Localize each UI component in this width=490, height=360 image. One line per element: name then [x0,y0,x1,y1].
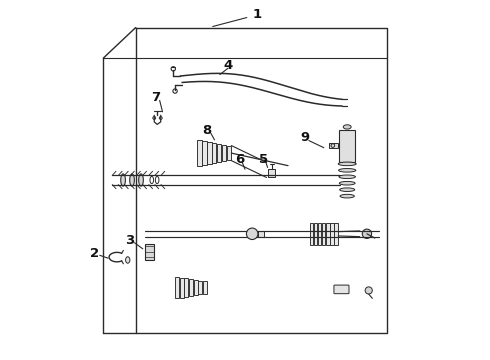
FancyBboxPatch shape [326,223,330,244]
Bar [269,168,275,177]
FancyBboxPatch shape [334,285,349,294]
FancyBboxPatch shape [217,144,221,162]
Bar [258,231,265,237]
Ellipse shape [339,181,355,185]
Text: 7: 7 [151,91,160,104]
Ellipse shape [340,188,355,192]
FancyBboxPatch shape [203,282,207,294]
Ellipse shape [338,162,356,166]
Circle shape [246,228,258,239]
Bar [339,130,355,162]
FancyBboxPatch shape [330,223,334,244]
FancyBboxPatch shape [310,223,313,244]
FancyBboxPatch shape [194,280,197,295]
Ellipse shape [340,194,354,198]
Ellipse shape [139,174,144,186]
Ellipse shape [339,175,355,179]
FancyBboxPatch shape [227,146,231,161]
FancyBboxPatch shape [334,223,338,244]
Circle shape [362,229,371,238]
Text: 2: 2 [90,247,99,260]
FancyBboxPatch shape [318,223,321,244]
Ellipse shape [130,174,134,186]
Text: 8: 8 [203,124,212,137]
FancyBboxPatch shape [184,278,188,297]
Ellipse shape [339,168,356,172]
Text: 6: 6 [235,153,244,166]
FancyBboxPatch shape [314,223,317,244]
FancyBboxPatch shape [197,140,202,166]
Ellipse shape [125,257,130,263]
Bar [329,143,338,148]
Bar [145,244,153,260]
FancyBboxPatch shape [222,145,226,161]
FancyBboxPatch shape [202,141,207,165]
FancyBboxPatch shape [207,142,212,164]
FancyBboxPatch shape [180,278,184,298]
FancyBboxPatch shape [212,143,217,163]
Circle shape [365,287,372,294]
Ellipse shape [121,174,125,186]
Text: 1: 1 [253,8,262,21]
Text: 3: 3 [125,234,134,247]
FancyBboxPatch shape [198,281,202,294]
FancyBboxPatch shape [175,277,179,298]
FancyBboxPatch shape [189,279,193,296]
Ellipse shape [343,125,351,129]
Text: 9: 9 [301,131,310,144]
Text: 4: 4 [223,59,233,72]
FancyBboxPatch shape [322,223,325,244]
Text: 5: 5 [259,153,269,166]
